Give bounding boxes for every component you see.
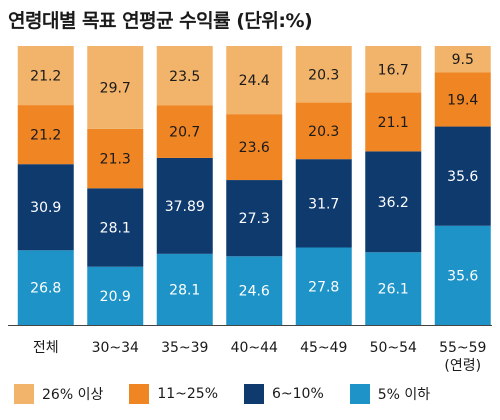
bar-segment — [87, 188, 144, 267]
data-label: 28.1 — [169, 282, 200, 298]
bar-segment — [434, 72, 491, 127]
data-label: 26.1 — [378, 282, 409, 298]
bar-segment — [295, 247, 352, 325]
bar-segment — [87, 128, 144, 189]
data-label: 21.1 — [378, 115, 409, 131]
data-label: 24.6 — [239, 284, 270, 300]
bar-segment — [434, 46, 491, 73]
data-label: 21.2 — [30, 69, 61, 85]
legend-item: 26% 이상 — [14, 384, 103, 404]
data-label: 28.1 — [100, 220, 131, 236]
bar-segment — [295, 46, 352, 103]
bar-segment — [295, 102, 352, 160]
data-label: 19.4 — [447, 93, 478, 109]
data-label: 29.7 — [100, 80, 131, 96]
x-tick-label: 40~44 — [231, 340, 278, 356]
chart-title: 연령대별 목표 연평균 수익률 (단위:%) — [8, 10, 313, 32]
data-label: 21.2 — [30, 128, 61, 144]
bar-segment — [365, 151, 422, 253]
bar-segment — [17, 105, 74, 165]
data-label: 27.8 — [308, 279, 339, 295]
data-label: 37.89 — [165, 199, 205, 215]
legend-label: 6~10% — [272, 386, 324, 402]
legend-label: 5% 이하 — [377, 387, 431, 403]
data-label: 23.5 — [169, 69, 200, 85]
bar-segment — [226, 46, 283, 115]
bar-segment — [156, 253, 213, 325]
data-label: 30.9 — [30, 200, 61, 216]
data-label: 21.3 — [100, 152, 131, 168]
x-tick-label: 55~59 (연령) — [439, 340, 486, 374]
legend-label: 11~25% — [157, 386, 218, 402]
data-label: 23.6 — [239, 140, 270, 156]
bar-segment — [156, 46, 213, 106]
legend-label: 26% 이상 — [42, 387, 104, 403]
data-label: 9.5 — [452, 52, 474, 68]
data-label: 35.6 — [447, 169, 478, 185]
data-label: 16.7 — [378, 62, 409, 78]
bar-segment — [156, 157, 213, 254]
stacked-bar-plot: 26.8 30.9 21.2 21.2 20.9 28.1 21.3 29.7 28.1 37.8… — [8, 46, 492, 374]
bar-segment — [87, 266, 144, 325]
bar-segment — [434, 126, 491, 226]
bar-segment — [365, 252, 422, 325]
bar-segment — [226, 114, 283, 181]
bar-segment — [156, 105, 213, 158]
data-label: 27.3 — [239, 211, 270, 227]
legend-swatch — [129, 384, 150, 404]
legend-swatch — [14, 384, 34, 404]
data-label: 24.4 — [239, 73, 270, 89]
bar-segment — [17, 164, 74, 251]
bar-segment — [434, 225, 491, 325]
data-label: 20.3 — [308, 124, 339, 140]
x-tick-label: 45~49 — [300, 340, 347, 356]
legend-item: 5% 이하 — [349, 384, 431, 404]
data-label: 20.3 — [308, 67, 339, 83]
legend-swatch — [349, 384, 370, 404]
x-tick-label: 35~39 — [161, 340, 208, 356]
bar-segment — [365, 92, 422, 152]
bar-segment — [17, 46, 74, 106]
data-label: 36.2 — [378, 195, 409, 211]
bar-segment — [17, 250, 74, 325]
legend-item: 11~25% — [129, 384, 218, 404]
data-label: 26.8 — [30, 281, 61, 297]
data-label: 20.9 — [100, 289, 131, 305]
data-label: 31.7 — [308, 196, 339, 212]
bar-segment — [226, 256, 283, 325]
x-tick-label: 전체 — [33, 340, 59, 356]
bar-segment — [87, 46, 144, 129]
bar-segment — [226, 180, 283, 257]
data-label: 35.6 — [447, 268, 478, 284]
chart-legend: 26% 이상 11~25% 6~10% 5% 이하 — [14, 384, 456, 404]
bar-segment — [295, 159, 352, 248]
legend-swatch — [244, 384, 264, 404]
legend-item: 6~10% — [244, 384, 324, 404]
x-tick-label: 50~54 — [370, 340, 417, 356]
x-tick-label: 30~34 — [92, 340, 139, 356]
data-label: 20.7 — [169, 125, 200, 141]
bar-segment — [365, 46, 422, 93]
